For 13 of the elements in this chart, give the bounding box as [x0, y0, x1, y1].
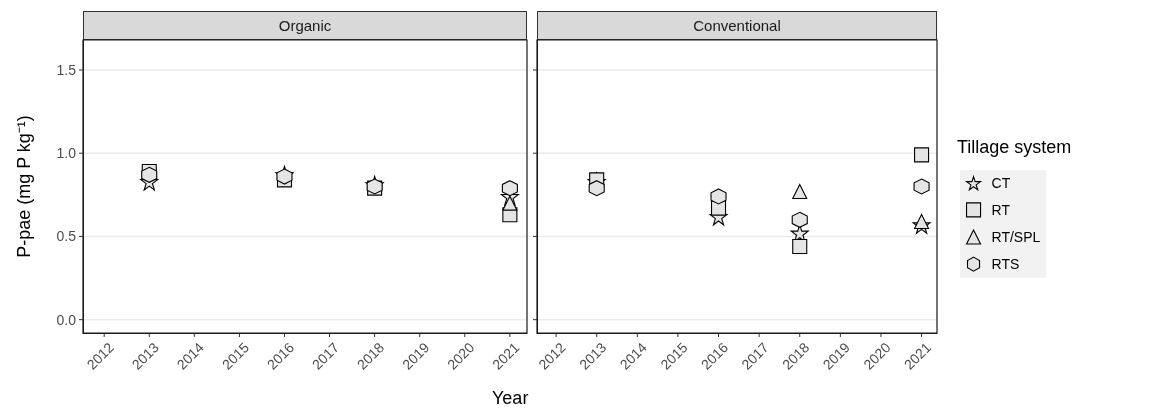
chart-title: Organic: [83, 11, 527, 40]
y-tick-label: 0.5: [56, 228, 77, 245]
y-tick-label: 0.0: [56, 311, 77, 328]
y-tick-label: 1.0: [56, 145, 77, 162]
x-axis-title: Year: [492, 388, 529, 409]
chart-title: Conventional: [537, 11, 937, 40]
legend-label: RT/SPL: [991, 229, 1041, 246]
legend-label: CT: [991, 175, 1011, 192]
legend-label: RT: [991, 201, 1011, 218]
y-tick-label: 1.5: [56, 61, 77, 78]
y-axis-title: P-pae (mg P kg⁻¹): [14, 115, 34, 258]
legend-label: RTS: [991, 256, 1020, 273]
legend-title: Tillage system: [957, 137, 1072, 157]
